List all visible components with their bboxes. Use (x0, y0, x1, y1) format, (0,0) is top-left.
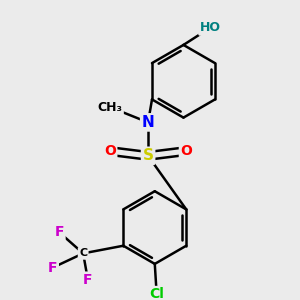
Text: Cl: Cl (149, 287, 164, 300)
Text: CH₃: CH₃ (97, 100, 122, 114)
Text: O: O (180, 144, 192, 158)
Text: F: F (83, 273, 93, 287)
Text: C: C (79, 248, 87, 258)
Text: O: O (104, 144, 116, 158)
Text: HO: HO (200, 21, 221, 34)
Text: S: S (142, 148, 154, 163)
Text: N: N (142, 115, 154, 130)
Text: F: F (48, 261, 57, 275)
Text: F: F (55, 225, 64, 239)
